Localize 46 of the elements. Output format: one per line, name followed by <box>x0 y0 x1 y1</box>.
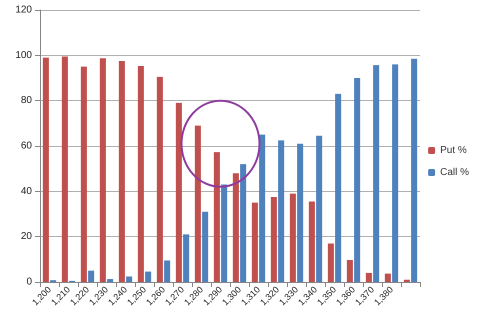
bar <box>202 212 208 282</box>
y-tick-label: 80 <box>20 95 32 106</box>
bar <box>328 243 334 282</box>
y-tick-label: 0 <box>26 276 32 288</box>
legend-label: Call % <box>440 167 470 178</box>
y-tick-label: 40 <box>20 186 32 197</box>
bar <box>156 76 163 282</box>
bar <box>297 144 304 282</box>
bar <box>366 272 372 282</box>
bar <box>176 102 182 282</box>
bar <box>80 66 87 282</box>
bar <box>278 140 284 282</box>
bar <box>308 202 315 282</box>
bar <box>252 202 258 282</box>
bar <box>354 78 360 282</box>
bar <box>145 272 152 282</box>
bar <box>62 56 68 282</box>
bar <box>214 152 220 282</box>
bar <box>270 197 277 282</box>
bar <box>100 58 106 282</box>
bar <box>392 64 398 282</box>
bar <box>335 94 342 282</box>
bar <box>183 234 190 282</box>
bar <box>126 276 132 282</box>
bar <box>88 270 94 282</box>
y-tick-label: 120 <box>15 4 32 16</box>
bar <box>194 126 201 282</box>
bar <box>164 260 170 282</box>
bar <box>316 136 322 282</box>
y-tick-label: 100 <box>15 50 32 61</box>
bar <box>138 66 144 282</box>
y-tick-label: 20 <box>20 231 32 242</box>
bar <box>107 279 114 282</box>
bar <box>221 184 228 282</box>
bar <box>384 274 391 282</box>
bar <box>118 61 125 282</box>
legend-label: Put % <box>440 145 467 156</box>
bar <box>346 260 353 282</box>
bar <box>259 134 266 282</box>
bar <box>42 58 49 282</box>
y-tick-label: 60 <box>20 140 32 152</box>
bar <box>290 194 296 282</box>
bar <box>373 65 380 282</box>
bar <box>411 58 418 282</box>
bar <box>232 173 239 282</box>
bar <box>240 164 246 282</box>
